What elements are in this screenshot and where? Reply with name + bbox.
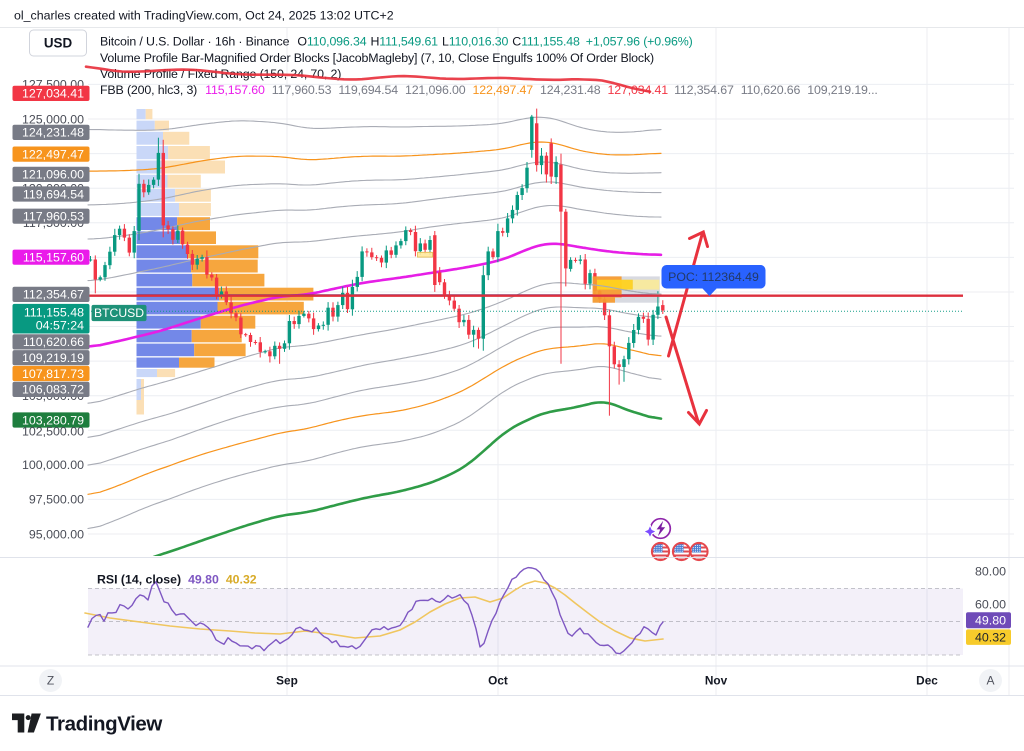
- svg-text:107,817.73: 107,817.73: [22, 367, 84, 381]
- svg-text:A: A: [986, 674, 994, 688]
- svg-text:BTCUSD: BTCUSD: [94, 306, 144, 320]
- svg-text:80.00: 80.00: [975, 565, 1006, 579]
- svg-text:Volume Profile Bar-Magnified O: Volume Profile Bar-Magnified Order Block…: [100, 51, 654, 65]
- svg-text:Oct: Oct: [488, 674, 508, 688]
- svg-text:49.80: 49.80: [975, 614, 1006, 628]
- svg-text:117,960.53: 117,960.53: [23, 210, 84, 224]
- svg-text:40.32: 40.32: [975, 630, 1006, 644]
- svg-text:119,694.54: 119,694.54: [23, 187, 84, 201]
- svg-text:Nov: Nov: [705, 674, 728, 688]
- svg-text:95,000.00: 95,000.00: [29, 527, 84, 541]
- svg-text:110,620.66: 110,620.66: [23, 335, 84, 349]
- svg-text:USD: USD: [44, 36, 73, 51]
- svg-text:109,219.19: 109,219.19: [22, 351, 84, 365]
- svg-text:POC: 112364.49: POC: 112364.49: [668, 270, 759, 284]
- svg-text:Dec: Dec: [916, 674, 938, 688]
- svg-text:121,096.00: 121,096.00: [22, 168, 84, 182]
- svg-text:111,155.48: 111,155.48: [24, 305, 84, 319]
- svg-text:Volume Profile / Fixed Range (: Volume Profile / Fixed Range (150, 24, 7…: [100, 67, 341, 81]
- svg-text:106,083.72: 106,083.72: [22, 383, 84, 397]
- svg-text:125,000.00: 125,000.00: [22, 112, 84, 126]
- svg-text:102,500.00: 102,500.00: [22, 424, 84, 438]
- svg-text:ol_charles created with Tradin: ol_charles created with TradingView.com,…: [14, 9, 394, 23]
- svg-text:Z: Z: [47, 674, 54, 688]
- svg-text:60.00: 60.00: [975, 597, 1006, 611]
- svg-text:124,231.48: 124,231.48: [22, 126, 84, 140]
- svg-text:Sep: Sep: [276, 674, 298, 688]
- svg-text:103,280.79: 103,280.79: [22, 413, 84, 427]
- svg-text:TradingView: TradingView: [46, 713, 162, 736]
- svg-text:122,497.47: 122,497.47: [22, 147, 84, 161]
- svg-text:115,157.60: 115,157.60: [23, 251, 84, 265]
- svg-text:Bitcoin / U.S. Dollar · 16h ·: Bitcoin / U.S. Dollar · 16h · Binance O11…: [100, 35, 693, 49]
- svg-text:04:57:24: 04:57:24: [36, 319, 84, 333]
- svg-text:112,354.67: 112,354.67: [23, 288, 84, 302]
- svg-text:100,000.00: 100,000.00: [22, 458, 84, 472]
- svg-text:127,034.41: 127,034.41: [22, 87, 84, 101]
- svg-text:97,500.00: 97,500.00: [29, 493, 84, 507]
